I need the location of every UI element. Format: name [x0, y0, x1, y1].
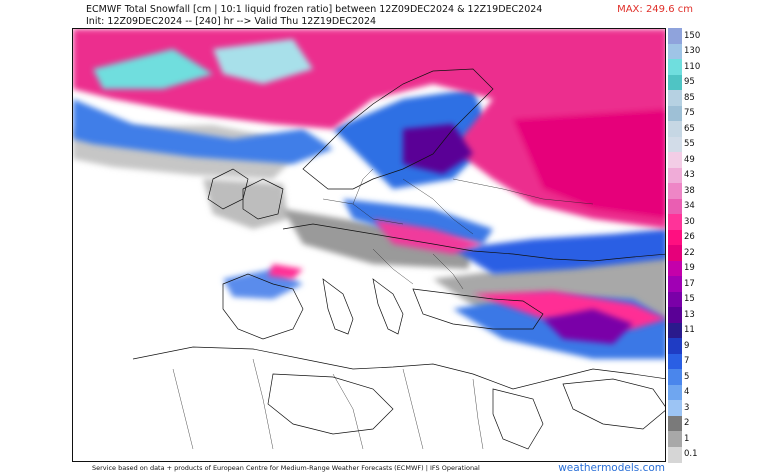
- map-canvas: [73, 29, 665, 450]
- legend-swatch: [668, 431, 682, 447]
- legend-swatch: [668, 276, 682, 292]
- legend-label: 85: [684, 92, 695, 103]
- legend-label: 2: [684, 418, 690, 429]
- legend-swatch: [668, 291, 682, 308]
- map-title: ECMWF Total Snowfall [cm | 10:1 liquid f…: [86, 4, 542, 28]
- legend-swatch: [668, 121, 682, 137]
- legend-label: 110: [684, 61, 701, 72]
- legend-label: 26: [684, 232, 695, 243]
- legend-swatch: [668, 167, 682, 184]
- legend-swatch: [668, 307, 682, 323]
- legend-label: 43: [684, 170, 695, 181]
- title-line-1: ECMWF Total Snowfall [cm | 10:1 liquid f…: [86, 4, 543, 15]
- title-line-2: Init: 12Z09DEC2024 -- [240] hr --> Valid…: [86, 16, 377, 27]
- extreme-snow-field: [93, 39, 633, 344]
- legend-swatch: [668, 446, 682, 463]
- legend-label: 11: [684, 325, 695, 336]
- legend-label: 34: [684, 201, 695, 212]
- legend-label: 9: [684, 340, 690, 351]
- legend-label: 3: [684, 402, 690, 413]
- legend-label: 30: [684, 216, 695, 227]
- legend-swatch: [668, 229, 682, 246]
- legend-label: 7: [684, 356, 690, 367]
- legend-swatch: [668, 105, 682, 122]
- legend-label: 22: [684, 247, 695, 258]
- legend-label: 5: [684, 371, 690, 382]
- legend-swatch: [668, 183, 682, 199]
- legend-swatch: [668, 198, 682, 215]
- legend-label: 95: [684, 77, 695, 88]
- brand-link[interactable]: weathermodels.com: [558, 462, 665, 474]
- legend-label: 55: [684, 139, 695, 150]
- legend-label: 38: [684, 185, 695, 196]
- legend-swatch: [668, 214, 682, 230]
- max-value-label: MAX: 249.6 cm: [617, 4, 693, 15]
- legend-swatch: [668, 90, 682, 106]
- legend-swatch: [668, 384, 682, 401]
- color-scale: [668, 28, 684, 463]
- legend-label: 130: [684, 46, 701, 57]
- legend-swatch: [668, 400, 682, 416]
- legend-swatch: [668, 260, 682, 277]
- legend-label: 4: [684, 387, 690, 398]
- legend-swatch: [668, 59, 682, 75]
- legend-label: 1: [684, 433, 690, 444]
- legend-label: 17: [684, 278, 695, 289]
- legend-swatch: [668, 136, 682, 153]
- legend-swatch: [668, 338, 682, 354]
- coastlines: [132, 68, 665, 450]
- color-scale-labels: 150 130 110 95 85 75 65 55 49 43 38 34 30 26 22 19 17 15 1…: [684, 28, 704, 462]
- legend-swatch: [668, 28, 682, 44]
- legend-swatch: [668, 353, 682, 370]
- legend-label: 75: [684, 108, 695, 119]
- legend-label: 65: [684, 123, 695, 134]
- legend-swatch: [668, 322, 682, 339]
- legend-swatch: [668, 415, 682, 432]
- legend-label: 0.1: [684, 449, 698, 460]
- legend-label: 19: [684, 263, 695, 274]
- country-borders: [172, 168, 594, 450]
- legend-swatch: [668, 152, 682, 168]
- legend-label: 13: [684, 309, 695, 320]
- legend-label: 49: [684, 154, 695, 165]
- legend-swatch: [668, 245, 682, 261]
- legend-swatch: [668, 369, 682, 385]
- credit-text: Service based on data + products of Euro…: [92, 464, 480, 472]
- legend-swatch: [668, 74, 682, 91]
- snowfall-map[interactable]: [72, 28, 666, 462]
- legend-label: 15: [684, 294, 695, 305]
- legend-label: 150: [684, 30, 701, 41]
- heavy-snow-field: [73, 29, 665, 329]
- legend-swatch: [668, 43, 682, 60]
